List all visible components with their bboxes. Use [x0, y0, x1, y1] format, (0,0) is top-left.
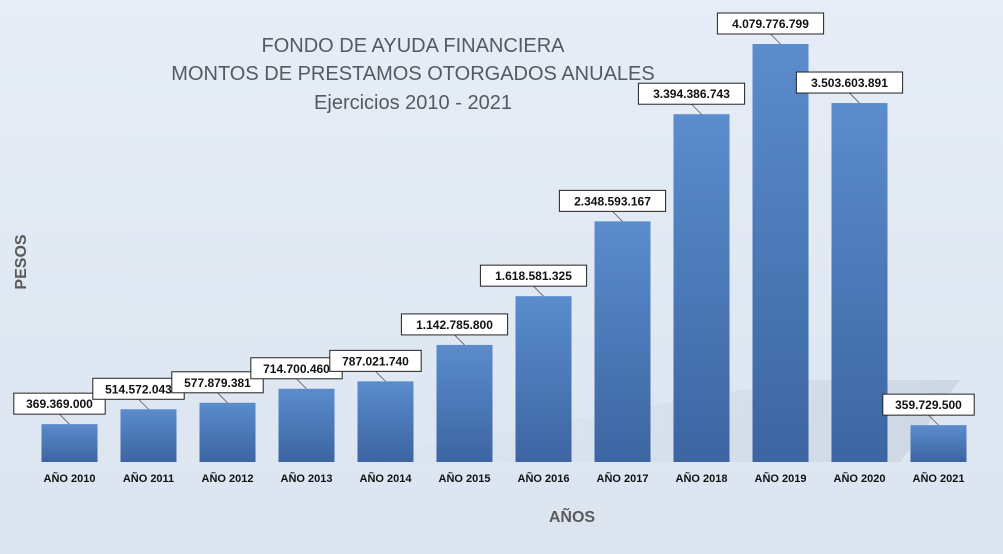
leader-line-1	[59, 413, 70, 425]
bar-12	[910, 425, 967, 462]
data-label-12: 359.729.500	[895, 398, 962, 412]
data-label-2: 514.572.043	[105, 382, 172, 396]
data-labels-group: 369.369.000 514.572.043 577.879.381 714.700…	[13, 12, 975, 416]
bar-3	[199, 402, 256, 462]
chart-title: FONDO DE AYUDA FINANCIERA MONTOS DE PRES…	[171, 35, 654, 114]
data-label-5: 787.021.740	[342, 354, 409, 368]
bar-11	[831, 103, 888, 462]
data-label-box-8	[558, 189, 667, 212]
leader-line-5	[375, 371, 386, 382]
data-label-box-7	[479, 264, 588, 287]
data-label-11: 3.503.603.891	[811, 76, 888, 90]
x-tick-label-7: AÑO 2016	[518, 472, 570, 485]
x-tick-label-11: AÑO 2020	[834, 472, 886, 485]
bar-8	[594, 221, 651, 462]
x-tick-label-4: AÑO 2013	[281, 472, 333, 485]
y-axis-label: PESOS	[13, 234, 30, 289]
leader-line-8	[612, 211, 623, 222]
x-tick-label-2: AÑO 2011	[123, 472, 174, 485]
leader-line-2	[138, 398, 149, 410]
data-label-9: 3.394.386.743	[653, 87, 730, 101]
bar-4	[278, 388, 335, 462]
bars-group	[41, 44, 967, 463]
x-tick-label-9: AÑO 2018	[676, 472, 728, 485]
bar-7	[515, 296, 572, 462]
x-tick-label-3: AÑO 2012	[202, 472, 254, 485]
data-label-box-3	[171, 371, 264, 394]
bar-9	[673, 114, 730, 463]
leader-line-7	[533, 285, 544, 297]
data-label-box-10	[716, 12, 825, 35]
bar-2	[120, 409, 177, 462]
data-label-7: 1.618.581.325	[495, 269, 572, 283]
data-label-10: 4.079.776.799	[732, 17, 809, 31]
data-label-4: 714.700.460	[263, 362, 330, 376]
x-tick-labels-group: AÑO 2010 AÑO 2011 AÑO 2012 AÑO 2013 AÑO 2014…	[44, 472, 965, 485]
x-tick-label-10: AÑO 2019	[755, 472, 807, 485]
leader-line-9	[691, 103, 702, 115]
data-label-box-5	[329, 349, 422, 372]
leader-lines-group	[59, 33, 939, 426]
data-label-6: 1.142.785.800	[416, 318, 493, 332]
data-label-box-9	[637, 82, 746, 105]
bar-1	[41, 424, 98, 462]
x-tick-label-8: AÑO 2017	[597, 472, 649, 485]
x-tick-label-6: AÑO 2015	[439, 472, 491, 485]
leader-line-11	[849, 92, 860, 104]
leader-line-3	[217, 392, 228, 404]
x-tick-label-1: AÑO 2010	[44, 472, 96, 485]
chart-title-line-1: FONDO DE AYUDA FINANCIERA	[261, 35, 565, 57]
chart-title-line-3: Ejercicios 2010 - 2021	[314, 92, 512, 114]
data-label-8: 2.348.593.167	[574, 194, 651, 208]
bar-5	[357, 381, 414, 462]
data-label-box-11	[795, 71, 904, 94]
bar-10	[752, 44, 809, 462]
bar-6	[436, 344, 493, 462]
data-label-box-1	[13, 392, 106, 415]
chart-title-line-2: MONTOS DE PRESTAMOS OTORGADOS ANUALES	[171, 63, 654, 85]
data-label-box-6	[400, 313, 509, 336]
x-tick-label-5: AÑO 2014	[360, 472, 413, 485]
data-label-1: 369.369.000	[26, 397, 93, 411]
leader-line-6	[454, 334, 465, 346]
leader-line-12	[928, 414, 939, 426]
data-label-box-12	[882, 393, 975, 416]
leader-line-4	[296, 378, 307, 390]
x-tick-label-12: AÑO 2021	[913, 472, 965, 485]
leader-line-10	[770, 33, 781, 45]
data-label-3: 577.879.381	[184, 376, 251, 390]
x-axis-label: AÑOS	[549, 506, 596, 526]
